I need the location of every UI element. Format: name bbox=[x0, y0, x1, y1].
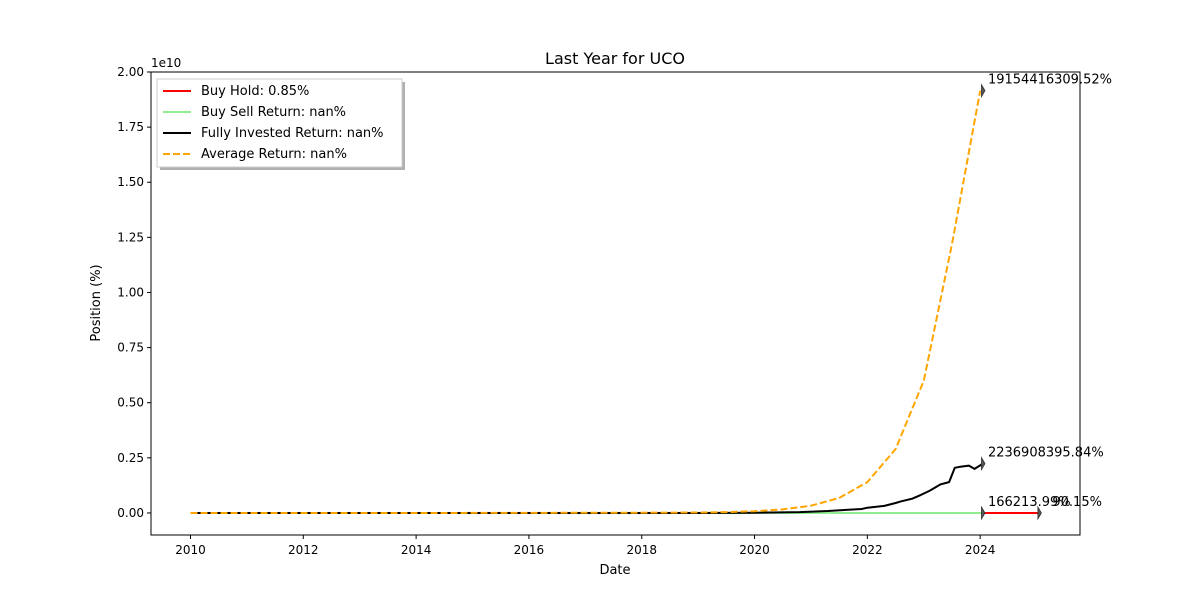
end-value-label: 90.15% bbox=[1052, 495, 1102, 510]
x-tick-label: 2012 bbox=[288, 543, 319, 557]
x-tick-label: 2016 bbox=[514, 543, 545, 557]
end-marker bbox=[981, 456, 986, 472]
x-tick-label: 2022 bbox=[852, 543, 883, 557]
y-tick-label: 1.00 bbox=[117, 285, 144, 299]
legend-entry: Fully Invested Return: nan% bbox=[201, 126, 384, 141]
y-tick-label: 1.25 bbox=[117, 230, 144, 244]
legend-entry: Buy Hold: 0.85% bbox=[201, 84, 309, 99]
end-marker bbox=[981, 83, 986, 99]
chart-title: Last Year for UCO bbox=[545, 49, 685, 68]
legend-entry: Average Return: nan% bbox=[201, 147, 347, 162]
y-tick-label: 1.75 bbox=[117, 120, 144, 134]
y-tick-label: 0.75 bbox=[117, 341, 144, 355]
legend-box bbox=[156, 78, 403, 168]
legend: Buy Hold: 0.85% Buy Sell Return: nan% Full… bbox=[156, 78, 405, 170]
x-tick-label: 2010 bbox=[175, 543, 206, 557]
legend-entry: Buy Sell Return: nan% bbox=[201, 105, 346, 120]
plot-area bbox=[190, 90, 1040, 514]
axes-frame bbox=[150, 71, 1081, 536]
x-tick-label: 2018 bbox=[626, 543, 657, 557]
end-value-label: 166213.99% bbox=[988, 495, 1071, 510]
end-value-label: 2236908395.84% bbox=[988, 446, 1104, 461]
y-tick-label: 2.00 bbox=[117, 65, 144, 79]
x-tick-label: 2024 bbox=[965, 543, 996, 557]
series-line-fully-invested-return bbox=[190, 462, 984, 514]
axes: 2010 2012 2014 2016 2018 2020 2022 2024 0.00 0.25… bbox=[117, 65, 1081, 557]
x-tick-label: 2020 bbox=[739, 543, 770, 557]
end-labels: 90.15%166213.99% 2236908395.84% 1915441630… bbox=[981, 73, 1112, 521]
end-value-label: 19154416309.52% bbox=[988, 73, 1112, 88]
x-tick-label: 2014 bbox=[401, 543, 432, 557]
y-axis-label: Position (%) bbox=[89, 264, 104, 341]
y-tick-label: 0.50 bbox=[117, 396, 144, 410]
end-marker bbox=[1037, 505, 1042, 521]
end-marker bbox=[981, 505, 986, 521]
y-tick-label: 1.50 bbox=[117, 175, 144, 189]
x-axis-label: Date bbox=[599, 563, 630, 578]
y-tick-label: 0.00 bbox=[117, 506, 144, 520]
y-tick-label: 0.25 bbox=[117, 451, 144, 465]
y-axis-offset-label: 1e10 bbox=[151, 56, 181, 70]
series-line-average-return bbox=[190, 90, 982, 514]
